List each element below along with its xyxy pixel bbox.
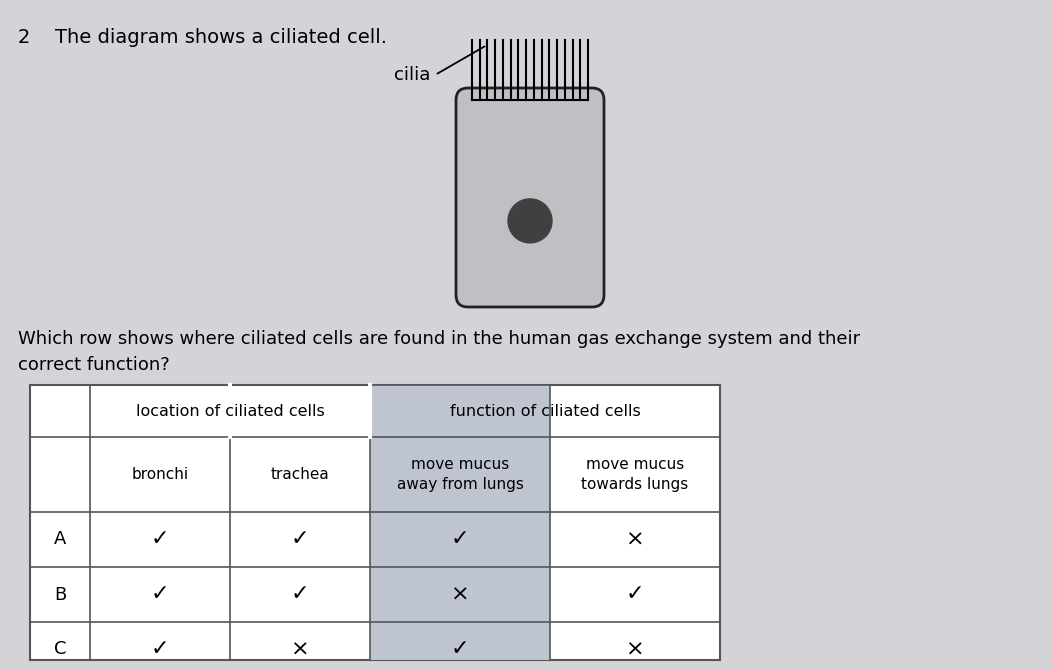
Text: B: B: [54, 585, 66, 603]
Text: C: C: [54, 640, 66, 658]
Text: ✓: ✓: [290, 585, 309, 605]
Text: move mucus
away from lungs: move mucus away from lungs: [397, 457, 524, 492]
Text: ✓: ✓: [150, 585, 169, 605]
Text: ×: ×: [290, 640, 309, 660]
Text: trachea: trachea: [270, 467, 329, 482]
Text: ✓: ✓: [450, 640, 469, 660]
Text: ×: ×: [626, 640, 644, 660]
Text: 2: 2: [18, 28, 31, 47]
Text: ✓: ✓: [150, 529, 169, 549]
Text: move mucus
towards lungs: move mucus towards lungs: [582, 457, 689, 492]
Text: The diagram shows a ciliated cell.: The diagram shows a ciliated cell.: [55, 28, 387, 47]
Text: ✓: ✓: [450, 529, 469, 549]
FancyBboxPatch shape: [31, 385, 720, 660]
Text: location of ciliated cells: location of ciliated cells: [136, 403, 324, 419]
Bar: [370, 385, 550, 660]
Text: ✓: ✓: [290, 529, 309, 549]
Text: function of ciliated cells: function of ciliated cells: [449, 403, 641, 419]
FancyBboxPatch shape: [456, 88, 604, 307]
Text: A: A: [54, 531, 66, 549]
Text: ×: ×: [626, 529, 644, 549]
Text: ×: ×: [450, 585, 469, 605]
Text: cilia: cilia: [393, 66, 430, 84]
Text: ✓: ✓: [626, 585, 644, 605]
Text: ✓: ✓: [150, 640, 169, 660]
Text: Which row shows where ciliated cells are found in the human gas exchange system : Which row shows where ciliated cells are…: [18, 330, 861, 375]
Text: bronchi: bronchi: [132, 467, 188, 482]
Circle shape: [508, 199, 552, 243]
